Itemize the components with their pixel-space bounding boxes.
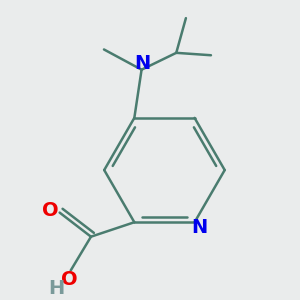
Text: O: O: [42, 201, 58, 220]
Text: H: H: [48, 279, 64, 298]
Text: N: N: [191, 218, 208, 237]
Text: O: O: [61, 270, 78, 289]
Text: N: N: [134, 54, 151, 74]
